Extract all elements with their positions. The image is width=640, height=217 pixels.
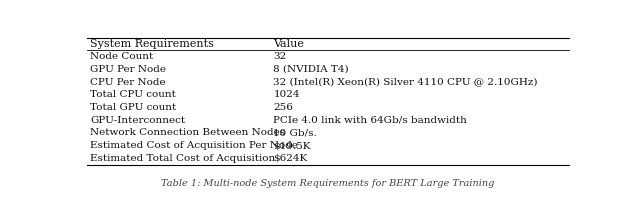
Text: 256: 256 [273,103,293,112]
Text: Estimated Cost of Acquisition Per Node: Estimated Cost of Acquisition Per Node [90,141,298,150]
Text: Table 1: Multi-node System Requirements for BERT Large Training: Table 1: Multi-node System Requirements … [161,179,495,188]
Text: $19.5K: $19.5K [273,141,311,150]
Text: 1024: 1024 [273,90,300,99]
Text: PCIe 4.0 link with 64Gb/s bandwidth: PCIe 4.0 link with 64Gb/s bandwidth [273,116,467,125]
Text: 32: 32 [273,52,287,61]
Text: 32 (Intel(R) Xeon(R) Silver 4110 CPU @ 2.10GHz): 32 (Intel(R) Xeon(R) Silver 4110 CPU @ 2… [273,77,538,87]
Text: GPU Per Node: GPU Per Node [90,65,166,74]
Text: Total CPU count: Total CPU count [90,90,176,99]
Text: GPU-Interconnect: GPU-Interconnect [90,116,185,125]
Text: Node Count: Node Count [90,52,153,61]
Text: Estimated Total Cost of Acquisition: Estimated Total Cost of Acquisition [90,154,275,163]
Text: System Requirements: System Requirements [90,39,214,49]
Text: 10 Gb/s.: 10 Gb/s. [273,128,317,137]
Text: Network Connection Between Nodes: Network Connection Between Nodes [90,128,285,137]
Text: Total GPU count: Total GPU count [90,103,176,112]
Text: Value: Value [273,39,304,49]
Text: 8 (NVIDIA T4): 8 (NVIDIA T4) [273,65,349,74]
Text: $624K: $624K [273,154,308,163]
Text: CPU Per Node: CPU Per Node [90,77,166,87]
